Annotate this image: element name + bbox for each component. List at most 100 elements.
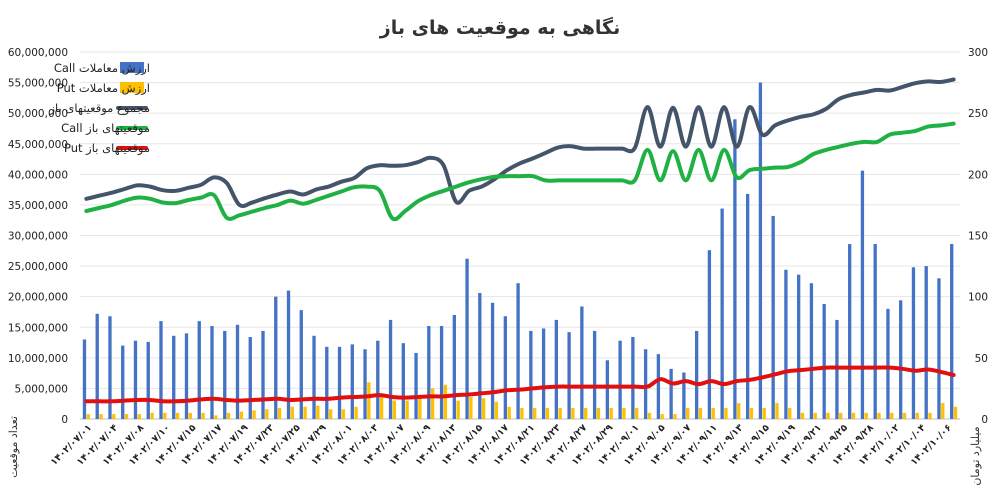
call-value-bar <box>911 267 916 419</box>
call-value-bar <box>707 250 712 419</box>
left-tick-label: 50,000,000 <box>8 108 68 120</box>
put-value-bar <box>915 412 919 419</box>
put-value-bar <box>533 407 537 419</box>
call-value-bar <box>414 352 418 419</box>
call-value-bar <box>427 326 431 419</box>
call-value-bar <box>108 316 112 419</box>
put-value-bar <box>520 407 524 419</box>
right-tick-label: 100 <box>968 292 988 304</box>
call-value-bar <box>924 266 928 419</box>
call-value-bar <box>720 208 724 419</box>
call-value-bar <box>223 330 227 419</box>
call-value-bar <box>669 368 673 419</box>
call-value-bar <box>388 319 393 419</box>
call-value-bar <box>886 308 890 419</box>
put-value-bar <box>379 394 384 419</box>
call-value-bar <box>439 326 444 419</box>
left-tick-label: 35,000,000 <box>8 200 68 212</box>
put-value-bar <box>150 412 154 419</box>
put-value-bar <box>826 412 830 419</box>
right-tick-label: 200 <box>968 169 988 181</box>
call-value-bar <box>274 296 278 419</box>
call-value-bar <box>490 302 495 419</box>
call-value-bar <box>261 330 265 419</box>
call-value-bar <box>465 258 469 419</box>
put-value-bar <box>354 406 358 419</box>
put-value-bar <box>481 398 486 419</box>
put-value-bar <box>507 406 511 419</box>
left-tick-label: 40,000,000 <box>8 169 68 181</box>
put-value-bar <box>762 407 766 419</box>
call-value-bar <box>873 244 877 419</box>
call-value-bar <box>682 372 686 419</box>
left-tick-label: 0 <box>61 414 68 426</box>
call-value-bar <box>797 274 801 419</box>
put-value-bar <box>265 409 269 419</box>
put-value-bar <box>137 414 141 419</box>
put-value-bar <box>864 412 868 419</box>
put-value-bar <box>188 412 192 419</box>
put-value-bar <box>698 407 703 419</box>
put-value-bar <box>813 412 817 419</box>
call-value-bar <box>733 119 737 420</box>
call-value-bar <box>248 337 252 419</box>
left-tick-label: 20,000,000 <box>8 292 68 304</box>
call-value-bar <box>197 321 201 419</box>
call-value-bar <box>286 290 291 419</box>
call-value-bar <box>235 324 240 419</box>
put-value-bar <box>711 407 715 419</box>
put-value-bar <box>341 409 346 419</box>
put-value-bar <box>290 406 295 419</box>
left-tick-label: 10,000,000 <box>8 353 68 365</box>
put-value-bar <box>392 400 397 419</box>
call-value-bar <box>580 306 584 419</box>
right-tick-label: 50 <box>975 353 988 365</box>
total-positions-line <box>84 77 956 209</box>
call-value-bar <box>656 354 661 419</box>
call-value-bar <box>210 326 214 419</box>
call-positions-line <box>84 121 956 222</box>
put-value-bar <box>596 407 601 419</box>
put-value-bar <box>86 414 90 419</box>
call-value-bar <box>771 215 775 419</box>
call-value-bar <box>478 292 482 419</box>
put-positions-line <box>84 365 956 404</box>
put-value-bar <box>622 407 626 419</box>
put-value-bar <box>405 400 409 419</box>
put-value-bar <box>214 415 218 419</box>
put-value-bar <box>558 407 562 419</box>
legend-swatch <box>120 82 144 93</box>
call-value-bar <box>95 313 99 419</box>
call-value-bar <box>172 335 176 419</box>
put-value-bar <box>112 414 116 419</box>
put-value-bar <box>277 407 282 419</box>
call-value-bar <box>299 310 303 419</box>
put-value-bar <box>788 407 792 419</box>
left-tick-label: 30,000,000 <box>8 231 68 243</box>
put-value-bar <box>571 407 575 419</box>
put-value-bar <box>660 414 664 419</box>
call-value-bar <box>643 349 648 419</box>
put-value-bar <box>303 406 307 419</box>
put-value-bar <box>443 384 448 419</box>
call-value-bar <box>745 193 750 419</box>
left-tick-label: 45,000,000 <box>8 139 68 151</box>
call-value-bar <box>376 340 380 419</box>
put-value-bar <box>456 400 460 419</box>
put-value-bar <box>928 412 932 419</box>
legend-label: ارزش معاملات Put <box>57 81 150 96</box>
call-value-bar <box>554 319 559 419</box>
left-axis-label: تعداد موقعیت <box>7 416 20 478</box>
call-value-bar <box>82 339 87 419</box>
put-value-bar <box>163 412 167 419</box>
left-axis-ticks: 0 5,000,000 10,000,000 15,000,000 20,000,000… <box>8 47 68 426</box>
call-value-bar <box>822 304 826 419</box>
call-value-bar <box>899 300 903 419</box>
call-value-bar <box>567 332 571 419</box>
put-value-bar <box>673 414 677 419</box>
call-value-bar <box>694 330 699 419</box>
call-value-bar <box>401 343 405 419</box>
legend-label: موقعیتهای باز Put <box>64 141 150 156</box>
call-value-bar <box>184 333 189 419</box>
